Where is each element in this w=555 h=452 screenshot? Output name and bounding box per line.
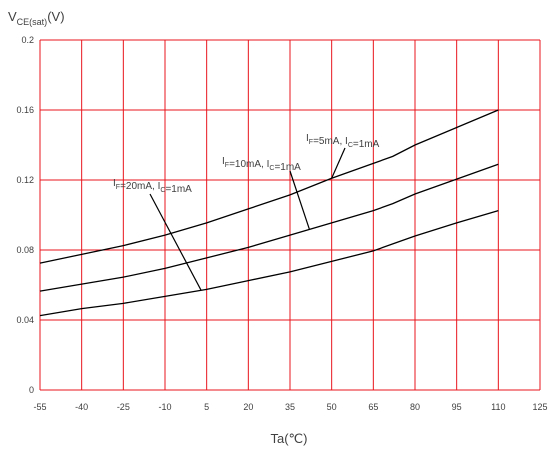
y-tick-label: 0.2 bbox=[21, 35, 34, 45]
x-tick-label: 35 bbox=[285, 402, 295, 412]
y-tick-label: 0.04 bbox=[16, 315, 34, 325]
x-tick-label: 110 bbox=[491, 402, 505, 412]
series-label-pointer-2 bbox=[289, 170, 311, 230]
x-axis-title: Ta(℃) bbox=[271, 431, 308, 446]
y-tick-label: 0.08 bbox=[16, 245, 34, 255]
series-label-2: IF=10mA, IC=1mA bbox=[222, 156, 301, 173]
series-label-pointer-3 bbox=[149, 193, 202, 291]
series-annotations: IF=5mA, IC=1mA IF=10mA, IC=1mA IF=20mA, IC… bbox=[113, 133, 380, 291]
x-tick-label: -55 bbox=[33, 402, 46, 412]
tick-labels: -55 -40 -25 -10 5 20 35 50 65 80 95 110 125 0 0.04 0.08… bbox=[16, 35, 547, 412]
x-tick-label: 20 bbox=[243, 402, 253, 412]
x-tick-label: -25 bbox=[117, 402, 130, 412]
series-line-1 bbox=[39, 109, 499, 264]
series-line-2 bbox=[39, 163, 499, 292]
x-tick-label: 65 bbox=[368, 402, 378, 412]
y-tick-label: 0.16 bbox=[16, 105, 34, 115]
series-label-3: IF=20mA, IC=1mA bbox=[113, 178, 192, 195]
y-axis-title-main: V bbox=[8, 9, 17, 24]
grid bbox=[39, 39, 541, 391]
y-tick-label: 0 bbox=[29, 385, 34, 395]
y-axis-title: VCE(sat)(V) bbox=[8, 9, 65, 27]
series-lines bbox=[39, 109, 499, 317]
x-tick-label: 95 bbox=[452, 402, 462, 412]
x-tick-label: 5 bbox=[204, 402, 209, 412]
y-axis-title-sub: CE(sat) bbox=[17, 17, 48, 27]
x-tick-label: 80 bbox=[410, 402, 420, 412]
series-label-1: IF=5mA, IC=1mA bbox=[306, 133, 380, 150]
x-tick-label: -10 bbox=[158, 402, 171, 412]
x-tick-label: 125 bbox=[532, 402, 547, 412]
y-tick-label: 0.12 bbox=[16, 175, 34, 185]
x-tick-label: 50 bbox=[327, 402, 337, 412]
series-label-pointer-1 bbox=[331, 147, 346, 179]
y-axis-title-unit: (V) bbox=[47, 9, 64, 24]
x-tick-label: -40 bbox=[75, 402, 88, 412]
series-line-3 bbox=[39, 210, 499, 317]
